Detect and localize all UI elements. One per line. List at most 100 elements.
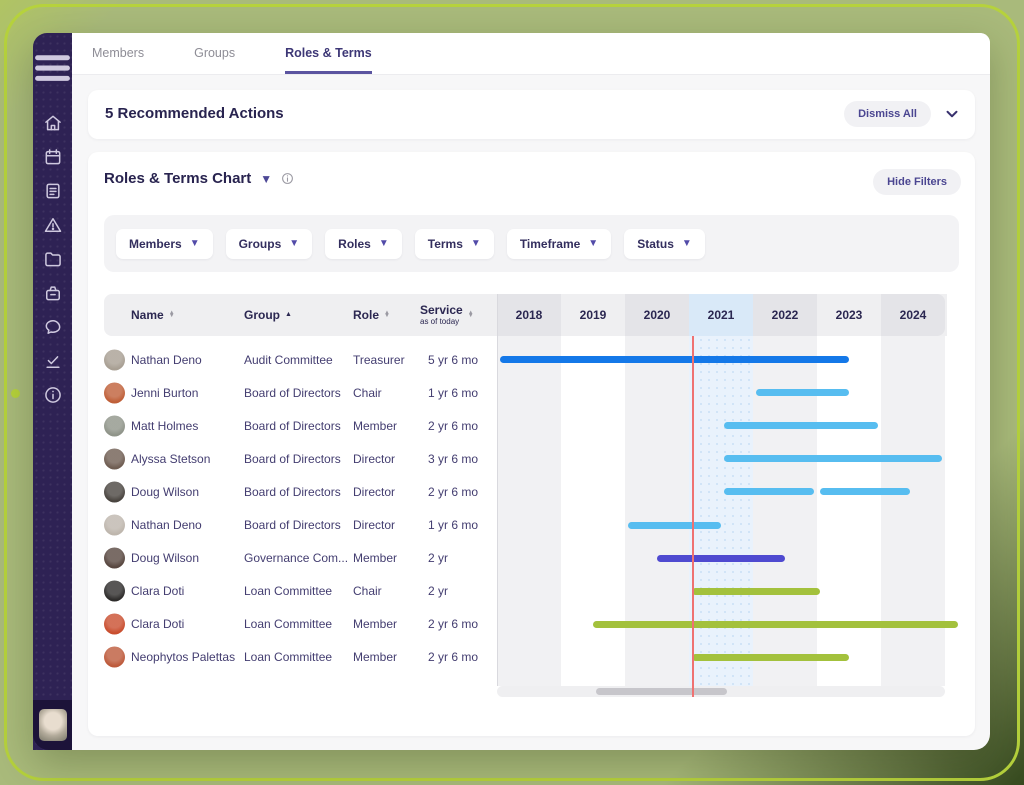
cell-service: 5 yr 6 mo <box>428 352 479 367</box>
recommended-actions-title: 5 Recommended Actions <box>105 105 284 122</box>
year-header-2018: 2018 <box>497 294 561 336</box>
table-row[interactable]: Alyssa Stetson Board of Directors Director… <box>104 442 497 475</box>
filter-label: Members <box>129 236 182 251</box>
term-bar[interactable] <box>756 389 849 397</box>
sidebar-footer <box>33 700 72 750</box>
caret-down-icon: ▼ <box>189 238 200 249</box>
term-bar[interactable] <box>628 521 721 529</box>
filter-status-button[interactable]: Status ▼ <box>624 228 705 259</box>
cell-name: Clara Doti <box>131 617 185 632</box>
term-bar[interactable] <box>724 455 942 463</box>
recommended-actions-controls: Dismiss All <box>844 101 961 127</box>
cell-role: Director <box>353 484 396 499</box>
year-header-2021: 2021 <box>689 294 753 336</box>
term-bar[interactable] <box>692 587 821 595</box>
tab-roles-terms[interactable]: Roles & Terms <box>285 33 372 74</box>
caret-down-icon: ▼ <box>289 238 300 249</box>
hamburger-icon[interactable] <box>33 52 72 84</box>
filter-members-button[interactable]: Members ▼ <box>116 228 213 259</box>
year-stripe <box>881 336 945 686</box>
home-icon[interactable] <box>43 113 63 133</box>
member-avatar <box>104 547 125 569</box>
table-row[interactable]: Clara Doti Loan Committee Chair 2 yr <box>104 575 497 608</box>
cell-name: Alyssa Stetson <box>131 451 211 466</box>
term-bar[interactable] <box>593 620 958 628</box>
caret-down-icon: ▼ <box>681 238 692 249</box>
tab-members[interactable]: Members <box>92 46 145 60</box>
table-row[interactable]: Neophytos Palettas Loan Committee Member 2 … <box>104 641 497 674</box>
filter-timeframe-button[interactable]: Timeframe ▼ <box>506 228 612 259</box>
sort-icon: ▲ ▼ <box>168 309 175 319</box>
tab-bar: Members Groups Roles & Terms <box>72 33 990 75</box>
term-bar[interactable] <box>820 488 910 496</box>
decorative-dot <box>11 389 20 398</box>
term-bar[interactable] <box>500 356 849 363</box>
horizontal-scrollbar-thumb[interactable] <box>596 688 728 695</box>
year-header-2024: 2024 <box>881 294 945 336</box>
filter-groups-button[interactable]: Groups ▼ <box>225 228 313 259</box>
tab-groups[interactable]: Groups <box>194 46 236 60</box>
filter-bar: Members ▼ Groups ▼ Roles ▼ Terms ▼ Timeframe ▼ Sta… <box>104 215 959 272</box>
filter-label: Timeframe <box>519 236 581 251</box>
caret-down-icon: ▼ <box>588 238 599 249</box>
year-header-2019: 2019 <box>579 308 607 322</box>
term-bar[interactable] <box>724 422 878 430</box>
term-bar[interactable] <box>657 554 785 562</box>
member-avatar <box>104 349 125 370</box>
info-icon[interactable] <box>281 172 294 185</box>
chart-axis-line <box>497 294 498 686</box>
cell-group: Loan Committee <box>244 584 333 599</box>
cell-name: Doug Wilson <box>131 484 200 499</box>
term-bar[interactable] <box>692 653 849 661</box>
column-header-role[interactable]: Role ▲ ▼ <box>353 308 390 322</box>
column-header-group[interactable]: Group ▲ <box>244 308 292 322</box>
cell-service: 3 yr 6 mo <box>428 451 479 466</box>
member-avatar <box>104 415 125 437</box>
table-row[interactable]: Matt Holmes Board of Directors Member 2 yr … <box>104 409 497 442</box>
calendar-icon[interactable] <box>43 147 63 167</box>
folder-icon[interactable] <box>43 249 63 269</box>
cell-group: Audit Committee <box>244 352 333 367</box>
cell-group: Loan Committee <box>244 617 333 632</box>
column-header-name[interactable]: Name ▲ ▼ <box>131 308 175 322</box>
table-row[interactable]: Doug Wilson Board of Directors Director 2 y… <box>104 475 497 508</box>
chat-bubble-icon[interactable] <box>43 317 63 337</box>
year-header-2022: 2022 <box>753 294 817 336</box>
tasks-check-icon[interactable] <box>43 351 63 371</box>
content-body: 5 Recommended Actions Dismiss All Roles … <box>72 75 990 750</box>
cell-role: Member <box>353 418 398 433</box>
cell-group: Board of Directors <box>244 451 341 466</box>
cell-service: 1 yr 6 mo <box>428 385 479 400</box>
chevron-down-icon[interactable] <box>943 105 961 123</box>
dismiss-all-button[interactable]: Dismiss All <box>844 101 931 127</box>
alert-triangle-icon[interactable] <box>43 215 63 235</box>
document-icon[interactable] <box>43 181 63 201</box>
table-row[interactable]: Clara Doti Loan Committee Member 2 yr 6 mo <box>104 608 497 641</box>
table-row[interactable]: Nathan Deno Audit Committee Treasurer 5 yr … <box>104 343 497 376</box>
table-row[interactable]: Nathan Deno Board of Directors Director 1 y… <box>104 509 497 542</box>
cell-service: 2 yr <box>428 551 449 566</box>
user-avatar[interactable] <box>38 709 67 741</box>
table-row[interactable]: Doug Wilson Governance Com... Member 2 yr <box>104 542 497 575</box>
cell-service: 2 yr <box>428 584 449 599</box>
cell-name: Clara Doti <box>131 584 185 599</box>
cell-group: Governance Com... <box>244 551 349 566</box>
cell-group: Board of Directors <box>244 484 341 499</box>
filter-roles-button[interactable]: Roles ▼ <box>325 228 402 259</box>
hide-filters-button[interactable]: Hide Filters <box>873 169 961 195</box>
app-window: Members Groups Roles & Terms 5 Recommended… <box>33 33 990 750</box>
cell-service: 2 yr 6 mo <box>428 650 479 665</box>
info-icon[interactable] <box>43 385 63 405</box>
chart-dropdown-caret-icon[interactable]: ▼ <box>260 171 273 186</box>
member-avatar <box>104 481 125 503</box>
term-bar[interactable] <box>724 488 814 496</box>
cell-group: Board of Directors <box>244 418 341 433</box>
main-content: Members Groups Roles & Terms 5 Recommended… <box>72 33 990 750</box>
caret-down-icon: ▼ <box>378 238 389 249</box>
table-row[interactable]: Jenni Burton Board of Directors Chair 1 yr … <box>104 376 497 409</box>
caret-down-icon: ▼ <box>470 238 481 249</box>
ballot-box-icon[interactable] <box>43 283 63 303</box>
column-header-service[interactable]: Service as of today ▲ ▼ <box>420 302 474 327</box>
filter-label: Groups <box>238 236 282 251</box>
filter-terms-button[interactable]: Terms ▼ <box>414 228 494 259</box>
